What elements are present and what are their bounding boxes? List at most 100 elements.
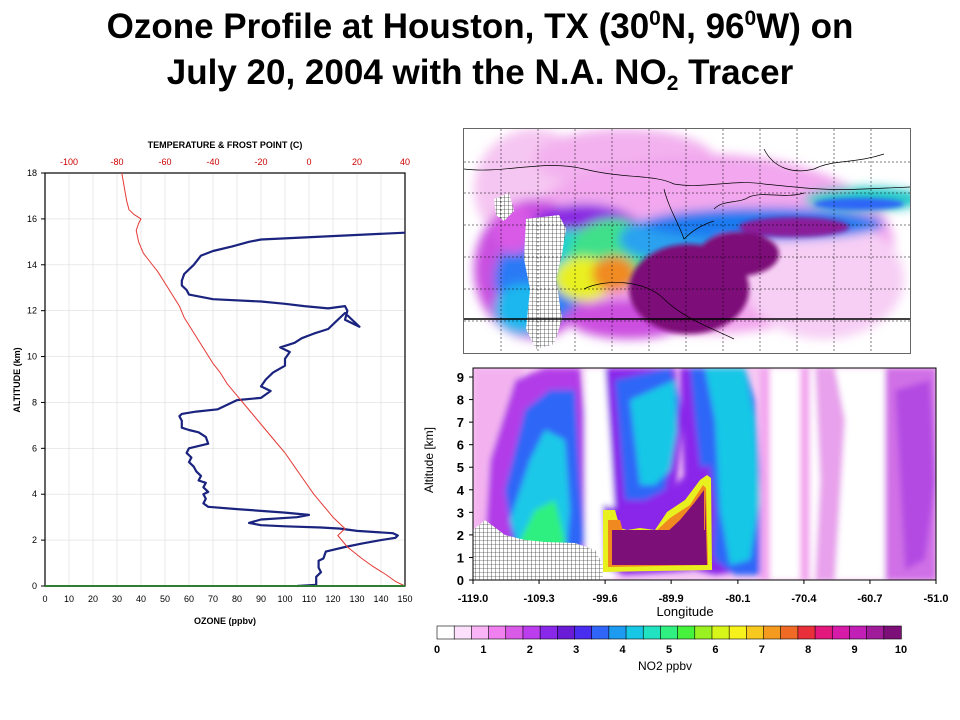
y-tick-label: 14 — [27, 260, 37, 270]
cross-section-field — [473, 368, 936, 580]
cross-y-tick-label: 8 — [457, 393, 464, 408]
temperature-line — [121, 172, 406, 587]
cross-tick-layer: -119.0 -109.3 -99.6 -89.9 -80.1 -70.4 -60.7 -51… — [457, 370, 949, 605]
cross-x-tick-label: -89.9 — [659, 593, 684, 605]
cross-x-tick-label: -80.1 — [725, 593, 750, 605]
colorbar-label: NO2 ppbv — [638, 659, 692, 673]
colorbar-cell — [608, 625, 627, 640]
colorbar-tick-label: 0 — [434, 644, 440, 656]
cross-x-tick-label: -99.6 — [593, 593, 618, 605]
title-line-1: Ozone Profile at Houston, TX (300N, 960W… — [106, 7, 854, 46]
colorbar-tick-label: 6 — [712, 644, 718, 656]
no2-colorbar: 0 1 2 3 4 5 6 7 8 9 10 NO2 ppbv — [434, 625, 907, 673]
y-tick-label: 18 — [27, 168, 37, 178]
top-tick-label: -20 — [254, 157, 267, 167]
colorbar-cell — [642, 625, 662, 640]
cross-x-tick-label: -60.7 — [857, 593, 882, 605]
colorbar-cell — [746, 625, 765, 640]
x-tick-label: 20 — [88, 594, 98, 604]
x-tick-label: 150 — [397, 594, 412, 604]
terrain-hatch-cross — [473, 520, 603, 580]
colorbar-cell — [814, 625, 833, 640]
x-tick-label: 140 — [373, 594, 388, 604]
x-tick-label: 90 — [256, 594, 266, 604]
y-tick-label: 4 — [32, 489, 37, 499]
colorbar-cell — [780, 625, 799, 640]
ozone-profile-chart: TEMPERATURE & FROST POINT (C) 0 10 20 30 40 5… — [12, 140, 413, 626]
colorbar-cell — [539, 625, 559, 640]
colorbar-cell — [677, 625, 696, 640]
grid-layer — [44, 172, 406, 587]
no2-map — [464, 129, 910, 353]
top-tick-label: -100 — [60, 157, 78, 167]
colorbar-cell — [831, 625, 851, 640]
x-tick-label: 30 — [112, 594, 122, 604]
colorbar-tick-layer: 0 1 2 3 4 5 6 7 8 9 10 — [434, 644, 907, 656]
cross-frame — [472, 367, 937, 581]
ozone-line — [178, 231, 406, 588]
terrain-hatch — [524, 215, 566, 349]
colorbar-cell — [591, 625, 610, 640]
colorbar-cells — [436, 625, 902, 640]
y-tick-label: 2 — [32, 535, 37, 545]
top-tick-label: -60 — [158, 157, 171, 167]
top-tick-label: 20 — [352, 157, 362, 167]
colorbar-cell — [849, 625, 868, 640]
colorbar-cell — [660, 625, 679, 640]
cross-x-label: Longitude — [656, 604, 713, 619]
colorbar-cell — [711, 625, 730, 640]
cross-y-tick-label: 7 — [457, 415, 464, 430]
colorbar-tick-label: 8 — [805, 644, 811, 656]
x-tick-label: 130 — [349, 594, 364, 604]
x-tick-label: 60 — [184, 594, 194, 604]
colorbar-cell — [436, 625, 455, 640]
colorbar-cell — [574, 625, 593, 640]
x-tick-label: 70 — [208, 594, 218, 604]
cross-y-tick-label: 5 — [457, 460, 464, 475]
top-tick-label: 40 — [400, 157, 410, 167]
y-axis-label: ALTITUDE (km) — [12, 347, 22, 412]
cross-x-tick-label: -51.0 — [923, 593, 948, 605]
cross-y-tick-label: 9 — [457, 370, 464, 385]
x-tick-label: 50 — [160, 594, 170, 604]
top-axis-label: TEMPERATURE & FROST POINT (C) — [148, 140, 303, 150]
x-tick-label: 120 — [325, 594, 340, 604]
x-tick-label: 110 — [302, 594, 316, 604]
top-tick-label: 0 — [306, 157, 311, 167]
x-tick-label: 10 — [64, 594, 74, 604]
cross-y-tick-label: 4 — [457, 483, 465, 498]
colorbar-tick-label: 2 — [527, 644, 533, 656]
cross-y-tick-label: 2 — [457, 528, 464, 543]
y-tick-label: 6 — [32, 443, 37, 453]
colorbar-tick-label: 3 — [573, 644, 579, 656]
colorbar-tick-label: 1 — [480, 644, 486, 656]
cross-x-tick-label: -119.0 — [458, 593, 489, 605]
no2-cross-section: -119.0 -109.3 -99.6 -89.9 -80.1 -70.4 -60.7 -51… — [422, 367, 949, 619]
colorbar-tick-label: 9 — [852, 644, 858, 656]
y-tick-label: 8 — [32, 397, 37, 407]
cross-y-tick-label: 1 — [457, 550, 464, 565]
colorbar-cell — [763, 625, 782, 640]
colorbar-cell — [488, 625, 507, 640]
colorbar-tick-label: 7 — [759, 644, 765, 656]
cross-y-tick-label: 0 — [457, 573, 464, 588]
colorbar-cell — [471, 625, 490, 640]
tick-layer: 0 10 20 30 40 50 60 70 80 90 100 110 120 130 140 150024… — [27, 157, 413, 604]
y-tick-label: 16 — [27, 214, 37, 224]
colorbar-cell — [557, 625, 576, 640]
x-tick-label: 0 — [42, 594, 47, 604]
y-tick-label: 0 — [32, 581, 37, 591]
x-tick-label: 80 — [232, 594, 242, 604]
title-line-2: July 20, 2004 with the N.A. NO2 Tracer — [166, 53, 794, 95]
y-tick-label: 12 — [27, 306, 37, 316]
colorbar-cell — [505, 625, 524, 640]
colorbar-cell — [866, 625, 885, 640]
colorbar-tick-label: 5 — [666, 644, 672, 656]
cross-x-tick-label: -109.3 — [523, 593, 554, 605]
colorbar-cell — [625, 625, 644, 640]
series-layer — [45, 172, 406, 588]
slide-title: Ozone Profile at Houston, TX (300N, 960W… — [0, 4, 960, 96]
y-tick-label: 10 — [27, 352, 37, 362]
colorbar-cell — [522, 625, 541, 640]
map-graticule — [464, 129, 910, 353]
